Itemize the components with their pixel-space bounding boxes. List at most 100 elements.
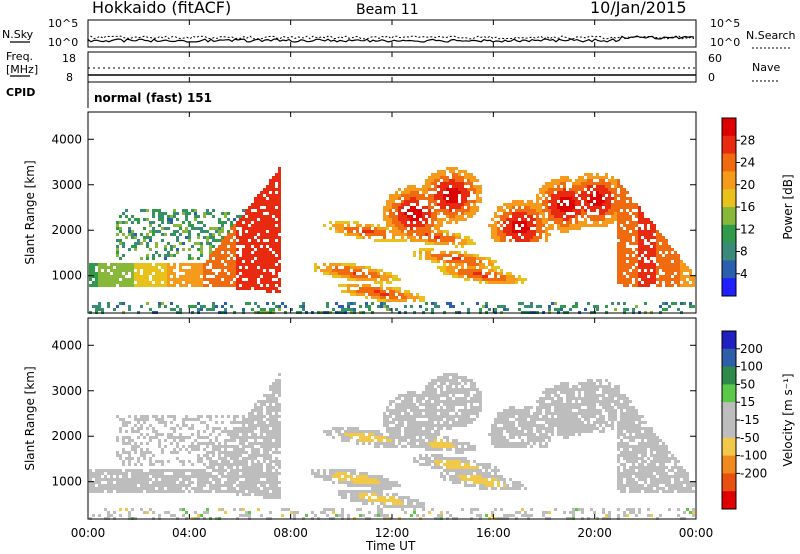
- echo-cell: [620, 197, 623, 200]
- echo-cell: [530, 218, 533, 221]
- echo-cell: [122, 463, 125, 466]
- echo-cell: [116, 469, 119, 472]
- echo-cell: [404, 305, 407, 308]
- echo-cell: [677, 269, 680, 272]
- echo-cell: [614, 209, 617, 212]
- echo-cell: [365, 302, 368, 305]
- echo-cell: [338, 272, 341, 275]
- echo-cell: [635, 281, 638, 284]
- echo-cell: [260, 287, 263, 290]
- echo-cell: [470, 188, 473, 191]
- echo-cell: [341, 308, 344, 311]
- echo-cell: [338, 263, 341, 266]
- echo-cell: [131, 263, 134, 266]
- echo-cell: [389, 505, 392, 508]
- echo-cell: [212, 442, 215, 445]
- echo-cell: [311, 511, 314, 514]
- echo-cell: [428, 224, 431, 227]
- echo-cell: [458, 257, 461, 260]
- echo-cell: [272, 382, 275, 385]
- echo-cell: [452, 203, 455, 206]
- echo-cell: [635, 239, 638, 242]
- echo-cell: [425, 406, 428, 409]
- echo-cell: [341, 496, 344, 499]
- echo-cell: [350, 475, 353, 478]
- echo-cell: [599, 197, 602, 200]
- echo-cell: [524, 206, 527, 209]
- echo-cell: [476, 200, 479, 203]
- echo-cell: [206, 457, 209, 460]
- echo-cell: [209, 254, 212, 257]
- echo-cell: [413, 433, 416, 436]
- echo-cell: [158, 469, 161, 472]
- echo-cell: [476, 254, 479, 257]
- echo-cell: [257, 215, 260, 218]
- echo-cell: [407, 427, 410, 430]
- echo-cell: [209, 260, 212, 263]
- echo-cell: [515, 278, 518, 281]
- echo-cell: [575, 224, 578, 227]
- echo-cell: [407, 200, 410, 203]
- echo-cell: [572, 227, 575, 230]
- echo-cell: [125, 209, 128, 212]
- echo-cell: [638, 248, 641, 251]
- echo-cell: [560, 308, 563, 311]
- echo-cell: [89, 278, 92, 281]
- echo-cell: [641, 221, 644, 224]
- echo-cell: [398, 424, 401, 427]
- echo-cell: [539, 218, 542, 221]
- echo-cell: [128, 284, 131, 287]
- echo-cell: [215, 421, 218, 424]
- echo-cell: [359, 475, 362, 478]
- echo-cell: [326, 478, 329, 481]
- echo-cell: [251, 203, 254, 206]
- echo-cell: [239, 460, 242, 463]
- echo-cell: [380, 511, 383, 514]
- echo-cell: [548, 206, 551, 209]
- echo-cell: [272, 433, 275, 436]
- echo-cell: [629, 200, 632, 203]
- echo-cell: [197, 272, 200, 275]
- echo-cell: [368, 478, 371, 481]
- echo-cell: [629, 260, 632, 263]
- echo-cell: [512, 227, 515, 230]
- echo-cell: [377, 272, 380, 275]
- echo-cell: [191, 266, 194, 269]
- echo-cell: [137, 218, 140, 221]
- echo-cell: [428, 460, 431, 463]
- echo-cell: [692, 305, 695, 308]
- echo-cell: [419, 409, 422, 412]
- echo-cell: [416, 430, 419, 433]
- echo-cell: [689, 302, 692, 305]
- echo-cell: [266, 442, 269, 445]
- echo-cell: [338, 475, 341, 478]
- echo-cell: [242, 218, 245, 221]
- echo-cell: [431, 200, 434, 203]
- echo-cell: [446, 182, 449, 185]
- echo-cell: [218, 457, 221, 460]
- echo-cell: [248, 415, 251, 418]
- echo-cell: [488, 308, 491, 311]
- echo-cell: [269, 194, 272, 197]
- echo-cell: [257, 466, 260, 469]
- echo-cell: [563, 209, 566, 212]
- echo-cell: [446, 269, 449, 272]
- echo-cell: [593, 215, 596, 218]
- echo-cell: [131, 475, 134, 478]
- echo-cell: [188, 427, 191, 430]
- echo-cell: [452, 215, 455, 218]
- echo-cell: [251, 227, 254, 230]
- echo-cell: [218, 508, 221, 511]
- echo-cell: [236, 242, 239, 245]
- echo-cell: [602, 185, 605, 188]
- echo-cell: [200, 245, 203, 248]
- echo-cell: [233, 418, 236, 421]
- echo-cell: [275, 439, 278, 442]
- echo-cell: [419, 454, 422, 457]
- echo-cell: [521, 278, 524, 281]
- echo-cell: [245, 302, 248, 305]
- echo-cell: [266, 472, 269, 475]
- echo-cell: [239, 218, 242, 221]
- echo-cell: [437, 224, 440, 227]
- echo-cell: [263, 424, 266, 427]
